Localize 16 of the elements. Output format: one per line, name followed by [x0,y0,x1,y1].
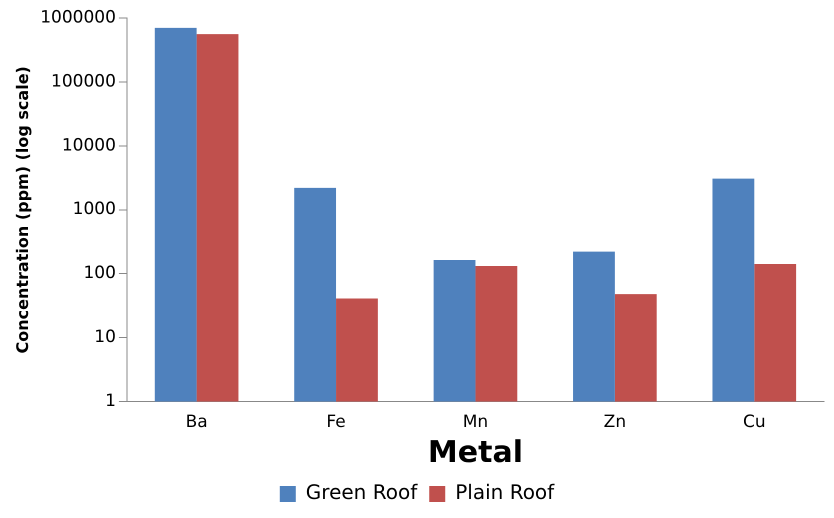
y-tick-label: 10 [94,327,116,348]
y-tick-label: 100000 [51,71,116,92]
x-tick-label: Mn [462,412,488,432]
y-tick-label: 1 [105,391,116,412]
x-tick-label: Fe [326,412,346,432]
x-tick-label: Cu [742,412,766,432]
y-axis-title: Concentration (ppm) (log scale) [12,66,32,354]
legend-label: Plain Roof [455,480,556,504]
x-tick-label: Ba [186,412,208,432]
legend-label: Green Roof [306,480,418,504]
x-tick-label: Zn [604,412,626,432]
y-tick-label: 1000000 [40,7,116,28]
y-tick-label: 10000 [62,135,116,156]
y-tick-label: 1000 [72,199,116,220]
x-axis-title: Metal [428,434,523,470]
y-tick-label: 100 [83,263,116,284]
